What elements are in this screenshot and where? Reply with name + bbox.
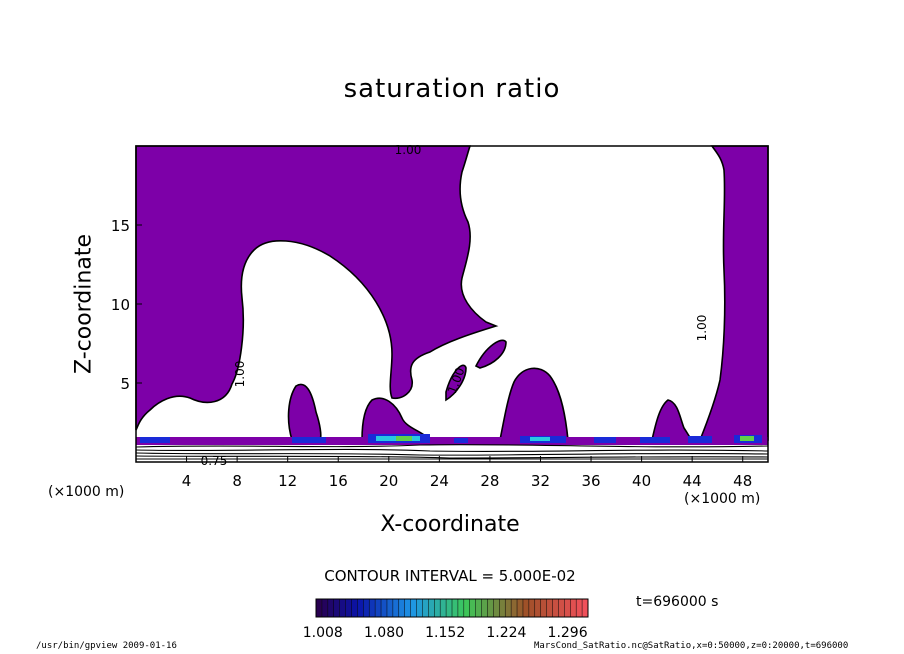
colorbar-bin xyxy=(552,599,559,617)
colorbar-bin xyxy=(316,599,322,617)
contour-fill-region xyxy=(135,145,769,441)
colorbar-bin xyxy=(475,599,482,617)
x-tick-label: 36 xyxy=(581,472,600,490)
y-tick-label: 15 xyxy=(111,217,130,235)
footer-left: /usr/bin/gpview 2009-01-16 xyxy=(36,641,177,651)
time-label: t=696000 s xyxy=(636,594,719,610)
chart-title: saturation ratio xyxy=(343,74,561,104)
surface-contour-lines xyxy=(135,444,769,460)
x-tick-label: 40 xyxy=(632,472,651,490)
colorbar-bin xyxy=(570,599,577,617)
colorbar-bin xyxy=(386,599,393,617)
contour-label: 1.00 xyxy=(445,366,467,396)
contour-label: 1.00 xyxy=(395,143,422,157)
x-unit-left: (×1000 m) xyxy=(48,484,125,500)
colorbar-bin xyxy=(469,599,476,617)
colorbar-bin xyxy=(392,599,399,617)
x-tick-label: 44 xyxy=(683,472,702,490)
colorbar-bin xyxy=(339,599,346,617)
x-tick-label: 4 xyxy=(182,472,192,490)
y-tick-label: 10 xyxy=(111,296,130,314)
colorbar-bin xyxy=(345,599,352,617)
y-tick-label: 5 xyxy=(120,375,130,393)
contour-label: 1.00 xyxy=(695,315,709,342)
colorbar-label: 1.296 xyxy=(548,625,588,641)
colorbar-labels: 1.008 1.080 1.152 1.224 1.296 xyxy=(303,625,588,641)
colorbar-bin xyxy=(540,599,547,617)
colorbar-bin xyxy=(505,599,512,617)
colorbar-bin xyxy=(534,599,541,617)
x-tick-label: 12 xyxy=(278,472,297,490)
contour-interval: CONTOUR INTERVAL = 5.000E-02 xyxy=(324,567,576,585)
colorbar-bin xyxy=(576,599,583,617)
y-axis-label: Z-coordinate xyxy=(71,234,97,374)
colorbar-bin xyxy=(434,599,441,617)
colorbar-bin xyxy=(517,599,523,617)
colorbar-bin xyxy=(487,599,494,617)
colorbar-bin xyxy=(321,599,328,617)
x-unit-right: (×1000 m) xyxy=(684,491,761,507)
x-axis-label: X-coordinate xyxy=(380,512,520,537)
colorbar xyxy=(315,599,588,617)
colorbar-bin xyxy=(558,599,565,617)
colorbar-bin xyxy=(528,599,535,617)
footer-right: MarsCond_SatRatio.nc@SatRatio,x=0:50000,… xyxy=(534,641,849,651)
x-tick-label: 20 xyxy=(379,472,398,490)
x-tick-label: 8 xyxy=(232,472,242,490)
colorbar-bin xyxy=(410,599,417,617)
colorbar-bin xyxy=(398,599,405,617)
x-tick-label: 28 xyxy=(480,472,499,490)
colorbar-bin xyxy=(546,599,553,617)
colorbar-bin xyxy=(440,599,447,617)
colorbar-bin xyxy=(499,599,506,617)
colorbar-bin xyxy=(357,599,364,617)
y-axis-ticks: 5 10 15 xyxy=(111,217,142,393)
colorbar-bin xyxy=(375,599,382,617)
colorbar-bin xyxy=(564,599,571,617)
colorbar-label: 1.080 xyxy=(364,625,404,641)
colorbar-bin xyxy=(522,599,529,617)
colorbar-bin xyxy=(446,599,452,617)
colorbar-label: 1.008 xyxy=(303,625,343,641)
colorbar-bin xyxy=(327,599,334,617)
colorbar-bin xyxy=(452,599,458,617)
colorbar-label: 1.152 xyxy=(425,625,465,641)
colorbar-bin xyxy=(363,599,370,617)
colorbar-bin xyxy=(457,599,464,617)
x-tick-label: 16 xyxy=(329,472,348,490)
colorbar-bin xyxy=(582,599,588,617)
x-tick-label: 32 xyxy=(531,472,550,490)
colorbar-bin xyxy=(416,599,423,617)
colorbar-frame xyxy=(315,598,589,618)
x-tick-label: 48 xyxy=(733,472,752,490)
colorbar-bin xyxy=(428,599,435,617)
colorbar-bin xyxy=(422,599,429,617)
x-tick-label: 24 xyxy=(430,472,449,490)
x-axis-ticks: 4 8 12 16 20 24 28 32 36 40 44 48 xyxy=(182,456,752,490)
colorbar-bin xyxy=(333,599,340,617)
colorbar-bin xyxy=(381,599,387,617)
colorbar-bin xyxy=(404,599,411,617)
contour-label: 1.00 xyxy=(233,361,247,388)
colorbar-bin xyxy=(511,599,518,617)
colorbar-bin xyxy=(493,599,500,617)
colorbar-bin xyxy=(481,599,488,617)
colorbar-bin xyxy=(369,599,376,617)
colorbar-label: 1.224 xyxy=(486,625,526,641)
colorbar-bin xyxy=(463,599,470,617)
contour-label: 0.75 xyxy=(201,454,228,468)
supersaturation-patches xyxy=(136,434,768,445)
colorbar-bin xyxy=(351,599,358,617)
